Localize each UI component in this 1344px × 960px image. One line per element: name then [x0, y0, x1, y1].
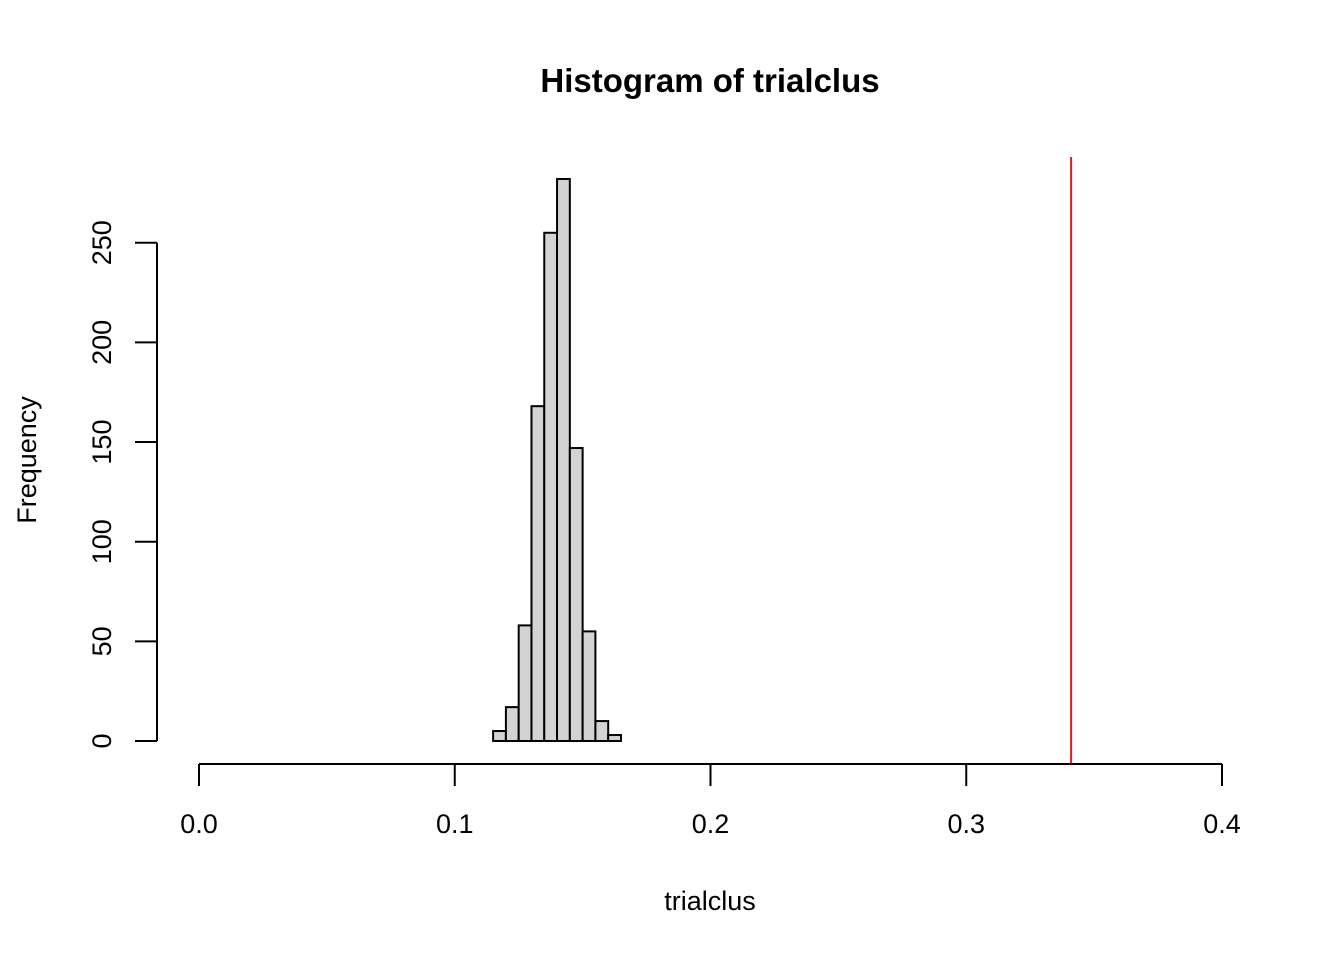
histogram-bar-7	[581, 630, 597, 743]
histogram-bar-8	[594, 720, 610, 743]
histogram-bar-3	[530, 405, 546, 742]
histogram-bars	[492, 177, 622, 743]
x-axis: 0.0 0.1 0.2 0.3 0.4	[180, 763, 1241, 839]
histogram-bar-5	[556, 177, 571, 742]
y-tick-label-2: 100	[87, 519, 117, 564]
y-tick-label-5: 250	[87, 220, 117, 265]
x-axis-title: trialclus	[664, 886, 756, 916]
y-tick-label-0: 0	[87, 733, 117, 748]
histogram-bar-2	[517, 624, 533, 743]
y-axis: 0 50 100 150 200 250	[87, 220, 158, 749]
y-tick-label-1: 50	[87, 626, 117, 656]
x-tick-label-0: 0.0	[180, 809, 218, 839]
histogram-bar-6	[568, 447, 584, 742]
histogram-bar-4	[543, 231, 559, 742]
y-axis-title: Frequency	[12, 396, 42, 524]
x-tick-label-2: 0.2	[692, 809, 730, 839]
y-tick-label-4: 200	[87, 320, 117, 365]
x-tick-label-4: 0.4	[1203, 809, 1241, 839]
y-tick-label-3: 150	[87, 420, 117, 465]
histogram-bar-9	[607, 734, 622, 742]
chart-title: Histogram of trialclus	[540, 62, 879, 99]
x-tick-label-3: 0.3	[947, 809, 985, 839]
histogram-bar-1	[504, 706, 520, 743]
x-tick-label-1: 0.1	[436, 809, 474, 839]
histogram-bar-0	[492, 730, 507, 742]
